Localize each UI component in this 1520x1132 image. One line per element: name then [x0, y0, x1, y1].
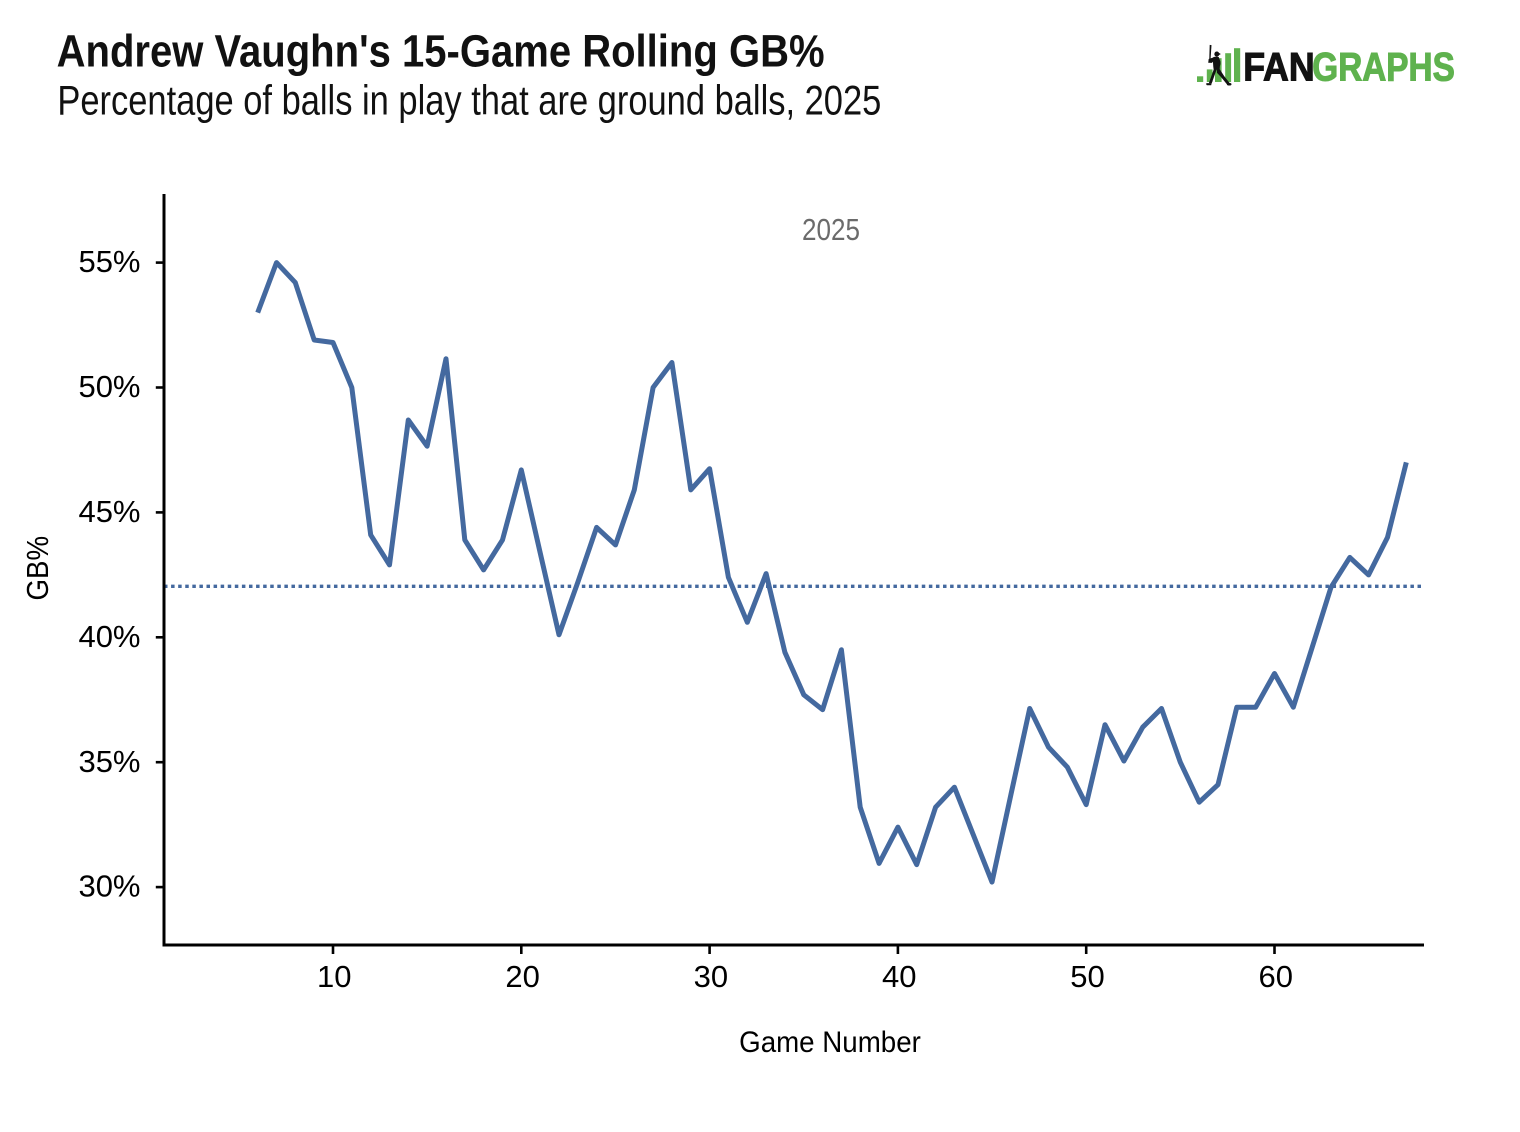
- svg-text:35%: 35%: [78, 744, 140, 779]
- svg-text:45%: 45%: [78, 494, 140, 529]
- svg-text:10: 10: [317, 959, 351, 994]
- svg-text:40: 40: [882, 959, 916, 994]
- svg-text:FAN: FAN: [1243, 45, 1315, 89]
- svg-text:30: 30: [694, 959, 728, 994]
- svg-text:50: 50: [1070, 959, 1104, 994]
- svg-text:40%: 40%: [78, 619, 140, 654]
- svg-text:GB%: GB%: [20, 536, 55, 601]
- svg-text:55%: 55%: [78, 244, 140, 279]
- svg-text:60: 60: [1259, 959, 1293, 994]
- svg-text:2025: 2025: [802, 213, 860, 247]
- svg-text:30%: 30%: [78, 869, 140, 904]
- svg-text:20: 20: [505, 959, 539, 994]
- svg-text:GRAPHS: GRAPHS: [1312, 45, 1455, 89]
- svg-text:Andrew Vaughn's 15-Game Rollin: Andrew Vaughn's 15-Game Rolling GB%: [57, 25, 825, 76]
- svg-text:Game Number: Game Number: [739, 1026, 921, 1059]
- svg-text:Percentage of balls in play th: Percentage of balls in play that are gro…: [57, 77, 881, 124]
- svg-text:50%: 50%: [78, 369, 140, 404]
